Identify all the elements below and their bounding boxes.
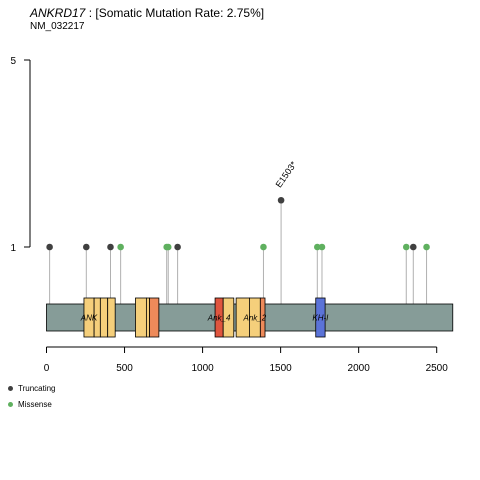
- legend-item-truncating: Truncating: [8, 384, 56, 393]
- mutation-point-truncating: [107, 243, 114, 251]
- mutation-point-missense: [313, 243, 321, 251]
- mutation-rate: : [Somatic Mutation Rate: 2.75%]: [85, 6, 265, 20]
- x-tick-label: 1000: [191, 363, 214, 374]
- mutation-point-missense: [402, 243, 410, 251]
- chart-title: ANKRD17 : [Somatic Mutation Rate: 2.75%]: [30, 6, 264, 20]
- legend-item-missense: Missense: [8, 400, 52, 409]
- x-tick-label: 2500: [426, 363, 449, 374]
- mutation-point-truncating: [409, 243, 417, 251]
- mutation-point-missense: [423, 243, 430, 251]
- domain-ank-4: [222, 297, 235, 338]
- mutation-point-missense: [117, 243, 124, 251]
- legend-label-truncating: Truncating: [18, 384, 56, 393]
- mutation-point-truncating: [277, 196, 285, 204]
- domain-ank: [99, 297, 109, 338]
- mutation-point-truncating: [46, 243, 53, 251]
- x-tick-label: 0: [44, 363, 50, 374]
- domain-ank: [135, 297, 147, 338]
- mutation-point-missense: [164, 243, 172, 251]
- y-tick-label: 1: [10, 243, 16, 254]
- legend-label-missense: Missense: [18, 400, 52, 409]
- domain-label: ANK: [80, 314, 98, 323]
- x-tick-label: 2000: [348, 363, 371, 374]
- transcript-id: NM_032217: [30, 21, 85, 32]
- domain-label: Ank_4: [207, 314, 231, 323]
- x-tick-label: 1500: [269, 363, 292, 374]
- legend-swatch-truncating: [8, 386, 13, 391]
- domain-ank: [149, 297, 160, 338]
- mutation-point-truncating: [174, 243, 181, 251]
- mutation-point-truncating: [83, 243, 90, 251]
- gene-name: ANKRD17: [30, 6, 86, 20]
- y-tick-label: 5: [10, 56, 16, 67]
- x-tick-label: 500: [116, 363, 133, 374]
- domain-label: KH-I: [312, 314, 329, 323]
- mutation-label: E1503*: [274, 159, 299, 189]
- legend-swatch-missense: [8, 402, 13, 407]
- mutation-point-missense: [318, 243, 326, 251]
- domain-label: Ank_2: [243, 314, 267, 323]
- mutation-point-missense: [260, 243, 267, 251]
- domain-ank: [145, 297, 150, 338]
- domain-ank-2: [259, 297, 266, 338]
- domain-ank: [107, 297, 116, 338]
- domain-kh-i: [315, 297, 326, 338]
